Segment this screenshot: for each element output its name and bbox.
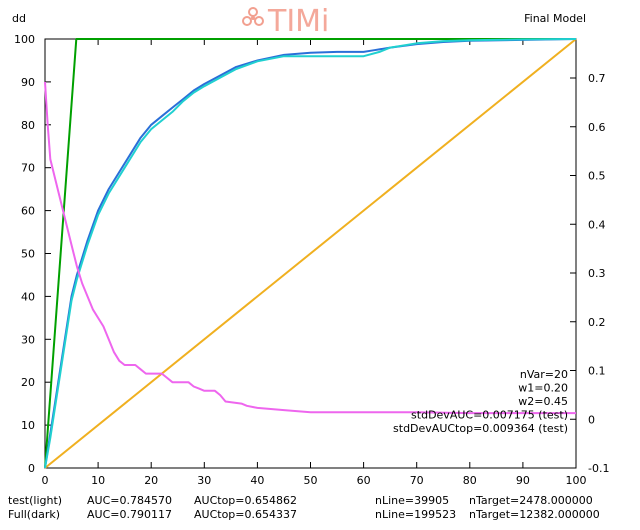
footer-full-auc: AUC=0.790117 (87, 508, 172, 521)
y-right-tick-label: 0.5 (588, 170, 606, 183)
y-right-tick-label: -0.1 (588, 462, 609, 475)
x-tick-label: 70 (410, 474, 424, 487)
chart-title-left: dd (12, 12, 26, 25)
x-tick-label: 100 (566, 474, 587, 487)
x-tick-label: 40 (250, 474, 264, 487)
y-right-tick-label: 0.3 (588, 267, 606, 280)
annotation-box: nVar=20w1=0.20w2=0.45stdDevAUC=0.007175 … (393, 368, 568, 435)
y-right-tick-label: 0.4 (588, 218, 606, 231)
series-layer (44, 38, 577, 469)
y-left-tick-label: 80 (21, 119, 35, 132)
annotation-line: w2=0.45 (518, 395, 568, 408)
footer-full-auctop: AUCtop=0.654337 (194, 508, 297, 521)
footer-test-label: test(light) (8, 494, 63, 507)
x-tick-label: 50 (304, 474, 318, 487)
footer-full-ntarget: nTarget=12382.000000 (469, 508, 600, 521)
x-tick-label: 20 (144, 474, 158, 487)
logo-flower-icon (242, 7, 264, 26)
annotation-line: w1=0.20 (518, 382, 568, 395)
footer-test-auctop: AUCtop=0.654862 (194, 494, 297, 507)
footer-test-auc: AUC=0.784570 (87, 494, 172, 507)
y-left-tick-label: 40 (21, 290, 35, 303)
y-axis-left: 0 10 20 30 40 50 60 70 80 90 100 (14, 33, 51, 475)
x-tick-label: 60 (357, 474, 371, 487)
logo-text: TIMi (267, 4, 329, 39)
y-left-tick-label: 90 (21, 76, 35, 89)
series-line-4 (44, 38, 577, 469)
y-left-tick-label: 60 (21, 205, 35, 218)
annotation-line: stdDevAUCtop=0.009364 (test) (393, 422, 568, 435)
footer-test-ntarget: nTarget=2478.000000 (469, 494, 593, 507)
y-left-tick-label: 20 (21, 376, 35, 389)
y-left-tick-label: 100 (14, 33, 35, 46)
x-tick-label: 90 (516, 474, 530, 487)
series-line-1 (44, 38, 576, 469)
y-right-tick-label: 0.6 (588, 121, 606, 134)
annotation-line: nVar=20 (520, 368, 568, 381)
y-left-tick-label: 30 (21, 333, 35, 346)
y-left-tick-label: 10 (21, 419, 35, 432)
y-left-tick-label: 0 (28, 462, 35, 475)
y-left-tick-label: 70 (21, 162, 35, 175)
series-line-5 (44, 81, 576, 415)
footer-full-label: Full(dark) (8, 508, 61, 521)
timi-logo: TIMi (242, 4, 329, 39)
y-right-tick-label: 0.2 (588, 316, 606, 329)
x-tick-label: 80 (463, 474, 477, 487)
y-axis-right: -0.1 0 0.1 0.2 0.3 0.4 0.5 0.6 0.7 (570, 72, 609, 475)
y-left-tick-label: 50 (21, 248, 35, 261)
x-tick-label: 30 (197, 474, 211, 487)
series-line-2 (44, 38, 577, 469)
x-tick-label: 0 (42, 474, 49, 487)
annotation-line: stdDevAUC=0.007175 (test) (411, 409, 568, 422)
y-right-tick-label: 0.1 (588, 365, 606, 378)
x-axis: 0 10 20 30 40 50 60 70 80 90 100 (42, 39, 587, 487)
footer-test-nline: nLine=39905 (375, 494, 450, 507)
y-right-tick-label: 0.7 (588, 72, 606, 85)
x-tick-label: 10 (91, 474, 105, 487)
chart-title-right: Final Model (524, 12, 586, 25)
y-right-tick-label: 0 (588, 413, 595, 426)
footer-full-nline: nLine=199523 (375, 508, 457, 521)
series-line-3 (44, 38, 577, 469)
